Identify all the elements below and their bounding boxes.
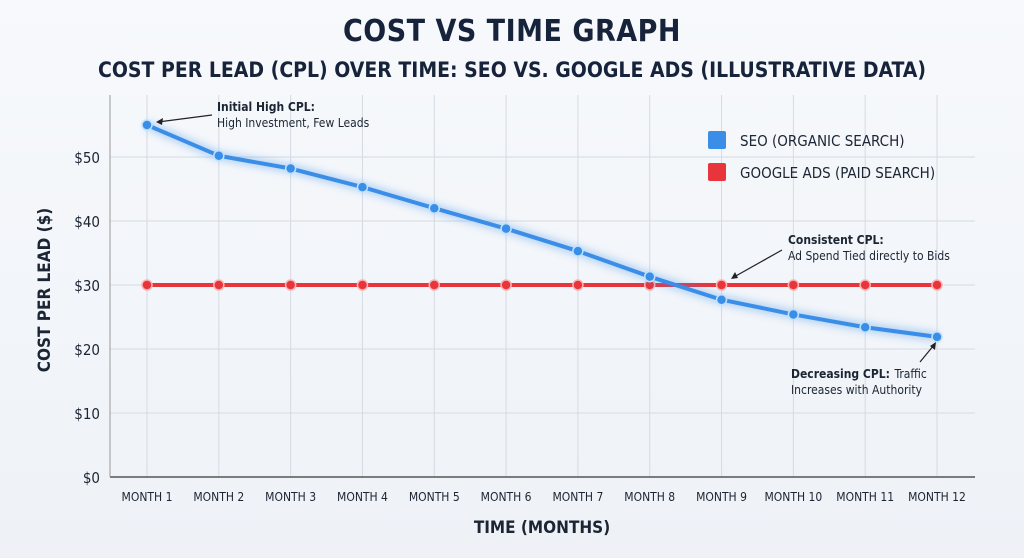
- annotation-initial: Initial High CPL: High Investment, Few L…: [156, 100, 370, 130]
- annotation-arrow: [733, 249, 783, 278]
- x-tick-label: MONTH 11: [836, 490, 894, 504]
- y-tick-label: $30: [74, 277, 100, 295]
- annotation-consistent-text: Ad Spend Tied directly to Bids: [788, 249, 950, 263]
- y-tick-label: $40: [74, 213, 100, 231]
- x-tick-label: MONTH 2: [193, 490, 244, 504]
- data-point-ads: [356, 279, 369, 291]
- data-point-ads: [715, 279, 728, 291]
- y-tick-label: $10: [74, 405, 100, 423]
- data-point-ads: [284, 279, 297, 291]
- legend-label-ads: GOOGLE ADS (PAID SEARCH): [740, 164, 935, 182]
- annotation-initial-title: Initial High CPL:: [217, 100, 315, 114]
- data-point-seo: [643, 270, 656, 283]
- data-point-seo: [572, 245, 584, 257]
- data-point-ads: [500, 279, 512, 291]
- annotation-decreasing-line1: Decreasing CPL: Traffic: [791, 363, 927, 382]
- data-point-seo: [213, 149, 225, 162]
- series-line-seo: [146, 123, 938, 339]
- annotation-consistent: Consistent CPL: Ad Spend Tied directly t…: [731, 233, 950, 279]
- legend-label-seo: SEO (ORGANIC SEARCH): [740, 132, 905, 150]
- data-point-seo: [428, 202, 441, 214]
- x-axis-label: TIME (MONTHS): [474, 518, 610, 538]
- x-tick-label: MONTH 5: [409, 490, 460, 504]
- data-point-ads: [572, 279, 584, 291]
- chart-title: COST VS TIME GRAPH: [342, 14, 682, 49]
- annotation-arrow: [919, 344, 935, 363]
- data-point-seo: [356, 181, 369, 193]
- data-point-seo: [787, 308, 800, 321]
- y-tick-label: $20: [74, 341, 100, 359]
- data-point-ads: [141, 279, 153, 291]
- arrowhead: [156, 118, 163, 125]
- x-tick-label: MONTH 4: [337, 490, 388, 504]
- data-point-ads: [213, 279, 225, 291]
- data-point-seo: [859, 321, 871, 333]
- y-tick-label: $0: [83, 469, 100, 487]
- annotation-initial-text: High Investment, Few Leads: [217, 116, 370, 130]
- data-point-seo: [141, 119, 153, 131]
- x-tick-label: MONTH 10: [764, 490, 822, 504]
- arrowhead: [930, 342, 936, 350]
- data-point-seo: [715, 293, 728, 306]
- x-tick-label: MONTH 7: [552, 490, 603, 504]
- annotation-decreasing-line2: Increases with Authority: [791, 383, 923, 397]
- legend: SEO (ORGANIC SEARCH) GOOGLE ADS (PAID SE…: [708, 131, 935, 182]
- x-tick-label: MONTH 9: [696, 490, 747, 504]
- data-point-ads: [931, 279, 943, 291]
- legend-swatch-ads: [708, 163, 726, 181]
- data-point-seo: [284, 162, 297, 175]
- x-tick-label: MONTH 8: [624, 490, 675, 504]
- data-point-ads: [428, 279, 441, 291]
- x-tick-label: MONTH 3: [265, 490, 316, 504]
- annotation-arrow: [157, 114, 213, 123]
- x-tick-label: MONTH 1: [122, 490, 173, 504]
- data-point-ads: [787, 279, 800, 291]
- annotation-decreasing: Decreasing CPL: Traffic Increases with A…: [791, 342, 936, 397]
- chart-subtitle: COST PER LEAD (CPL) OVER TIME: SEO VS. G…: [97, 58, 927, 82]
- annotation-consistent-title: Consistent CPL:: [788, 233, 884, 247]
- data-point-seo: [931, 331, 943, 343]
- legend-swatch-seo: [708, 131, 726, 149]
- data-point-ads: [859, 279, 871, 291]
- x-tick-label: MONTH 12: [908, 490, 966, 504]
- y-tick-label: $50: [74, 149, 100, 167]
- y-axis-label: COST PER LEAD ($): [35, 208, 55, 372]
- x-tick-label: MONTH 6: [481, 490, 532, 504]
- arrowhead: [731, 272, 738, 279]
- data-point-seo: [500, 222, 512, 235]
